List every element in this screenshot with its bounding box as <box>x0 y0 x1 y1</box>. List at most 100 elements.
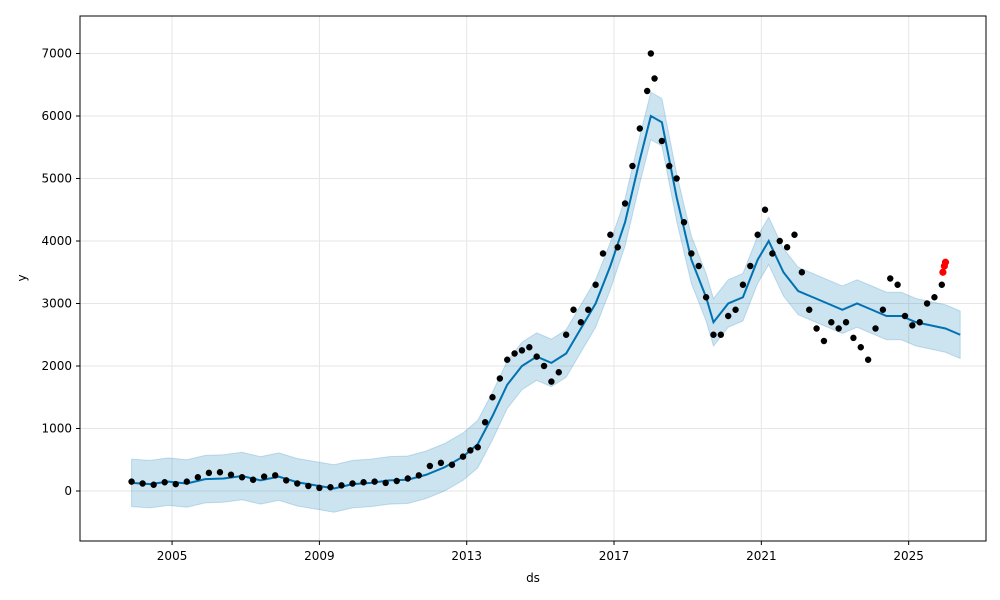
observed-point <box>761 206 769 213</box>
observed-point <box>260 473 268 480</box>
y-tick-label: 7000 <box>41 47 72 61</box>
observed-point <box>798 269 806 276</box>
observed-point <box>717 331 725 338</box>
observed-point <box>857 344 864 351</box>
observed-point <box>216 469 224 476</box>
observed-point <box>820 337 828 345</box>
observed-point <box>338 482 345 489</box>
observed-point <box>658 137 666 145</box>
highlight-points-layer <box>939 258 950 276</box>
observed-point <box>562 331 570 338</box>
forecast-line <box>131 114 961 490</box>
observed-point <box>504 356 511 363</box>
observed-point <box>835 325 842 332</box>
observed-point <box>360 479 367 486</box>
observed-point <box>371 478 378 485</box>
observed-point <box>283 477 290 484</box>
observed-point <box>415 472 423 479</box>
y-tick-label: 5000 <box>41 172 72 186</box>
uncertainty-band <box>131 91 961 513</box>
observed-point <box>931 294 938 301</box>
x-axis-label: ds <box>526 571 540 585</box>
observed-point <box>448 461 456 468</box>
y-axis-label: y <box>15 274 29 281</box>
observed-point <box>172 480 179 488</box>
observed-point <box>194 474 202 481</box>
observed-point <box>739 281 747 288</box>
observed-point <box>161 479 168 486</box>
observed-point <box>404 475 411 482</box>
observed-point <box>769 250 776 257</box>
observed-point <box>643 87 651 95</box>
observed-point <box>183 478 191 485</box>
x-tick-label: 2005 <box>157 549 188 563</box>
observed-point <box>481 419 489 426</box>
observed-point <box>806 306 813 313</box>
x-tick-label: 2017 <box>599 549 630 563</box>
observed-point <box>894 281 901 288</box>
observed-point <box>393 477 400 485</box>
observed-point <box>783 244 791 251</box>
observed-point <box>887 275 894 282</box>
y-tick-label: 6000 <box>41 109 72 123</box>
observed-point <box>467 447 474 454</box>
observed-point <box>249 476 257 483</box>
observed-point <box>710 331 717 338</box>
observed-point <box>496 375 504 382</box>
forecast-line-layer <box>131 114 961 490</box>
observed-point <box>570 306 577 313</box>
observed-point <box>599 250 607 257</box>
observed-point <box>526 344 533 351</box>
observed-point <box>938 281 946 288</box>
y-tick-label: 3000 <box>41 297 72 311</box>
observed-point <box>651 75 658 82</box>
observed-point <box>673 175 680 182</box>
observed-point <box>548 378 555 385</box>
plot-frame <box>79 15 987 542</box>
observed-point <box>577 319 585 326</box>
observed-point <box>489 394 496 401</box>
observed-point <box>724 312 732 320</box>
observed-point <box>511 350 518 357</box>
uncertainty-band-layer <box>131 91 961 513</box>
observed-point <box>540 362 548 370</box>
observed-point <box>636 125 644 132</box>
observed-point <box>437 459 445 467</box>
observed-point <box>592 281 599 288</box>
observed-point <box>629 162 636 170</box>
x-axis: 2005 2009 2013 2017 2021 2025 <box>157 541 924 563</box>
observed-point <box>842 319 850 326</box>
observed-point <box>271 472 279 479</box>
observed-point <box>828 319 835 326</box>
observed-point <box>349 480 356 487</box>
observed-point <box>791 231 798 238</box>
highlight-point <box>941 258 950 266</box>
observed-point <box>205 469 213 477</box>
x-tick-label: 2025 <box>893 549 924 563</box>
observed-point <box>688 250 695 257</box>
observed-point <box>555 369 562 376</box>
observed-point <box>747 262 754 270</box>
observed-point <box>732 306 739 313</box>
observed-point <box>533 353 540 360</box>
y-axis: 0 1000 2000 3000 4000 5000 6000 7000 <box>41 47 80 498</box>
observed-point <box>666 162 673 170</box>
observed-point <box>813 325 820 332</box>
observed-point <box>294 480 301 487</box>
observed-point <box>923 300 931 307</box>
observed-point <box>474 444 481 451</box>
observed-point <box>916 319 923 326</box>
observed-point <box>901 312 909 320</box>
observed-point <box>585 306 592 313</box>
y-tick-label: 2000 <box>41 359 72 373</box>
observed-point <box>382 479 389 487</box>
observed-point <box>227 471 235 478</box>
observed-point <box>909 322 916 329</box>
observed-point <box>518 347 526 354</box>
observed-point <box>327 484 334 491</box>
y-tick-label: 1000 <box>41 422 72 436</box>
y-tick-label: 0 <box>64 484 72 498</box>
y-tick-label: 4000 <box>41 234 72 248</box>
observed-points-layer <box>128 50 946 492</box>
